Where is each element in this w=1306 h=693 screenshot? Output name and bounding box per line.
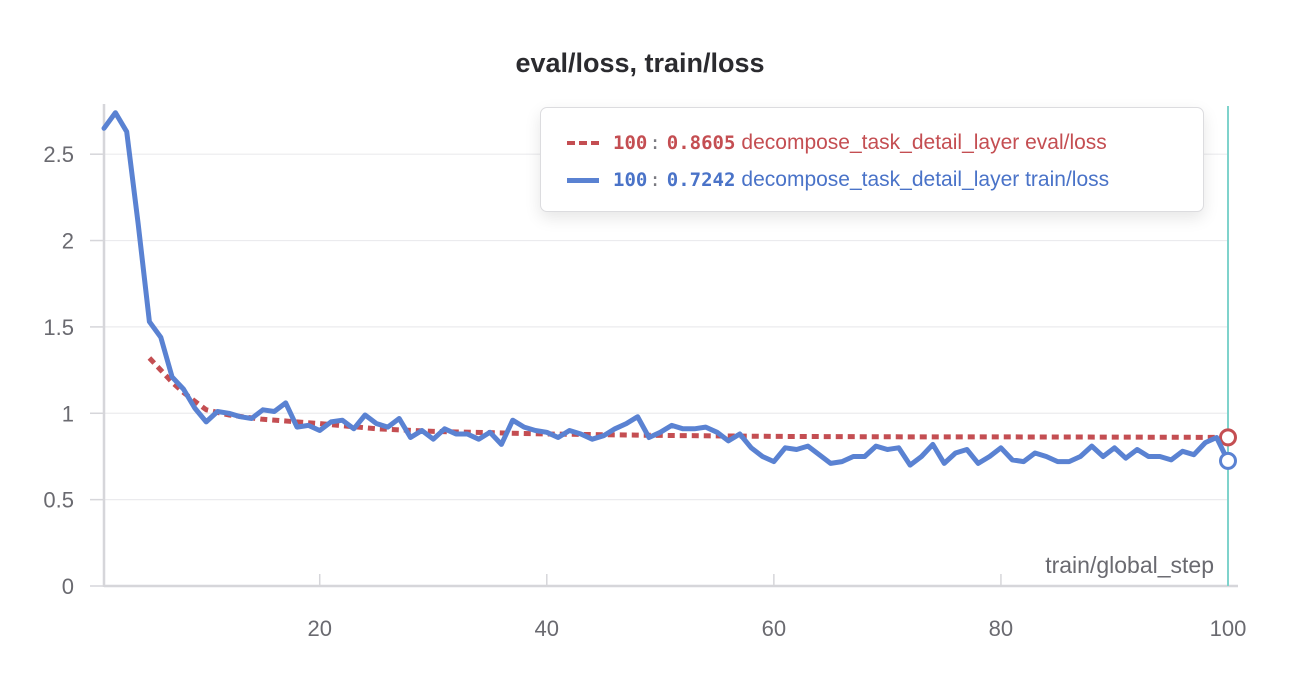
legend-item-eval-loss: 100 : 0.8605 decompose_task_detail_layer… <box>567 128 1107 158</box>
y-tick-label: 1 <box>62 401 74 426</box>
hover-legend-tooltip: 100 : 0.8605 decompose_task_detail_layer… <box>540 107 1204 212</box>
x-axis-label: train/global_step <box>1045 552 1214 578</box>
legend-name-eval: decompose_task_detail_layer eval/loss <box>741 131 1107 154</box>
legend-step-eval: 100 <box>613 132 648 154</box>
legend-value-eval: 0.8605 <box>666 132 736 154</box>
eval-loss-hover-marker <box>1219 428 1237 447</box>
legend-name-train: decompose_task_detail_layer train/loss <box>741 168 1110 191</box>
series-layer <box>101 110 1237 470</box>
chart-title: eval/loss, train/loss <box>515 48 764 78</box>
x-tick-label: 20 <box>307 616 331 641</box>
legend-step-train: 100 <box>613 169 648 191</box>
legend-colon-eval: : <box>649 132 661 154</box>
x-tick-label: 80 <box>989 616 1013 641</box>
axis-layer: 0 0.5 1 1.5 2 2.5 20 40 60 80 100 <box>43 104 1246 641</box>
legend-value-train: 0.7242 <box>666 169 736 191</box>
y-tick-label: 2 <box>62 229 74 254</box>
y-tick-label: 0 <box>62 574 74 599</box>
y-tick-label: 0.5 <box>43 488 74 513</box>
train-loss-line <box>101 110 1231 468</box>
x-tick-label: 40 <box>535 616 559 641</box>
legend-item-train-loss: 100 : 0.7242 decompose_task_detail_layer… <box>567 165 1109 195</box>
legend-colon-train: : <box>649 169 661 191</box>
y-tick-label: 1.5 <box>43 315 74 340</box>
x-tick-label: 100 <box>1210 616 1247 641</box>
legend-swatch-eval <box>567 141 599 145</box>
y-tick-label: 2.5 <box>43 142 74 167</box>
train-loss-hover-marker <box>1219 451 1237 470</box>
x-tick-label: 60 <box>762 616 786 641</box>
legend-swatch-train <box>567 177 599 183</box>
